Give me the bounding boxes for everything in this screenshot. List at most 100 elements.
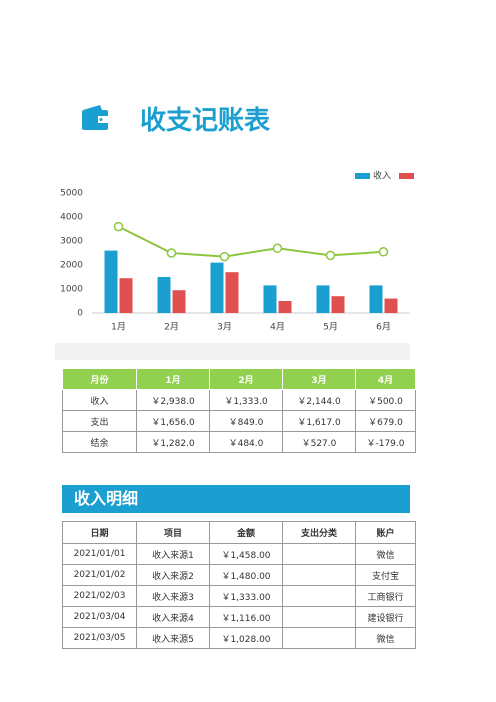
- cell: [282, 543, 356, 565]
- y-tick-label: 1000: [60, 285, 83, 295]
- bar: [172, 290, 186, 313]
- cell: ￥1,028.00: [209, 627, 283, 649]
- cell: ￥2,144.0: [282, 389, 356, 411]
- cell: ￥849.0: [209, 410, 283, 432]
- x-tick-label: 6月: [376, 322, 391, 333]
- line-point: [272, 243, 283, 253]
- x-tick-label: 1月: [111, 322, 126, 333]
- cell: ￥679.0: [355, 410, 416, 432]
- cell: 结余: [62, 431, 137, 453]
- cell: ￥527.0: [282, 431, 356, 453]
- detail-table: 日期 项目 金额 支出分类 账户 2021/01/01 收入来源1 ￥1,458.00 微信 20…: [62, 521, 416, 649]
- cell: ￥2,938.0: [136, 389, 210, 411]
- cell: ￥1,480.00: [209, 564, 283, 586]
- row: 结余 ￥1,282.0 ￥484.0 ￥527.0 ￥-179.0: [62, 431, 416, 453]
- header-row: 日期 项目 金额 支出分类 账户: [62, 521, 416, 544]
- cell: 微信: [355, 627, 416, 649]
- bar: [316, 285, 330, 313]
- line-point: [113, 221, 124, 232]
- row: 2021/01/02 收入来源2 ￥1,480.00 支付宝: [62, 564, 416, 586]
- y-tick-label: 0: [77, 309, 83, 319]
- section-title: 收入明细: [62, 485, 410, 513]
- cell: [282, 606, 356, 628]
- line-point: [166, 248, 177, 258]
- y-tick-label: 2000: [60, 261, 83, 271]
- cell: [282, 627, 356, 649]
- cell: 2021/03/05: [62, 627, 137, 649]
- cell: ￥1,617.0: [282, 410, 356, 432]
- cell: ￥-179.0: [355, 431, 416, 453]
- cell: 微信: [355, 543, 416, 565]
- bar: [225, 272, 239, 313]
- row: 2021/03/05 收入来源5 ￥1,028.00 微信: [62, 627, 416, 649]
- bar: [210, 262, 224, 313]
- cell: ￥484.0: [209, 431, 283, 453]
- cell: 收入来源3: [136, 585, 210, 607]
- cell: ￥1,656.0: [136, 410, 210, 432]
- header-row: 月份 1月 2月 3月 4月: [62, 368, 416, 390]
- header-cell: 账户: [355, 521, 416, 544]
- y-tick-label: 4000: [60, 213, 83, 223]
- cell: ￥1,116.00: [209, 606, 283, 628]
- summary-table: 月份 1月 2月 3月 4月 收入 ￥2,938.0 ￥1,333.0 ￥2,144.0 ￥500…: [62, 368, 416, 453]
- row: 2021/01/01 收入来源1 ￥1,458.00 微信: [62, 543, 416, 565]
- title: 收支记账表: [140, 106, 271, 136]
- x-tick-label: 4月: [270, 322, 285, 333]
- x-tick-label: 5月: [323, 322, 338, 333]
- y-tick-label: 3000: [60, 237, 83, 247]
- bar: [278, 301, 292, 313]
- bar: [369, 285, 383, 313]
- row: 2021/03/04 收入来源4 ￥1,116.00 建设银行: [62, 606, 416, 628]
- cell: 2021/02/03: [62, 585, 137, 607]
- row: 收入 ￥2,938.0 ￥1,333.0 ￥2,144.0 ￥500.0: [62, 389, 416, 411]
- y-tick-label: 5000: [60, 189, 83, 199]
- bar: [104, 250, 118, 313]
- cell: ￥1,333.00: [209, 585, 283, 607]
- x-tick-label: 2月: [164, 322, 179, 333]
- cell: 收入来源2: [136, 564, 210, 586]
- cell: 2021/01/02: [62, 564, 137, 586]
- cell: 工商银行: [355, 585, 416, 607]
- cell: ￥500.0: [355, 389, 416, 411]
- legend-swatch: [355, 173, 370, 179]
- cell: ￥1,282.0: [136, 431, 210, 453]
- cell: ￥1,333.0: [209, 389, 283, 411]
- header-cell: 2月: [209, 368, 283, 390]
- cell: 2021/03/04: [62, 606, 137, 628]
- header-cell: 3月: [282, 368, 356, 390]
- cell: 建设银行: [355, 606, 416, 628]
- bar: [157, 277, 171, 313]
- cell: 收入: [62, 389, 137, 411]
- line-point: [219, 251, 230, 262]
- header-cell: 4月: [355, 368, 416, 390]
- x-tick-label: 3月: [217, 322, 232, 333]
- line: [118, 225, 384, 258]
- bar: [263, 285, 277, 313]
- line-point: [325, 250, 336, 261]
- cell: 收入来源5: [136, 627, 210, 649]
- cell: 支付宝: [355, 564, 416, 586]
- legend-swatch: [399, 173, 414, 179]
- cell: 收入来源1: [136, 543, 210, 565]
- cell: [282, 585, 356, 607]
- header-cell: 日期: [62, 521, 137, 544]
- row: 2021/02/03 收入来源3 ￥1,333.00 工商银行: [62, 585, 416, 607]
- wallet-icon: [82, 105, 108, 130]
- divider-band: [55, 343, 410, 360]
- cell: 支出: [62, 410, 137, 432]
- bar: [331, 296, 345, 313]
- row: 支出 ￥1,656.0 ￥849.0 ￥1,617.0 ￥679.0: [62, 410, 416, 432]
- bar: [119, 278, 133, 313]
- cell: 收入来源4: [136, 606, 210, 628]
- header-cell: 金额: [209, 521, 283, 544]
- cell: 2021/01/01: [62, 543, 137, 565]
- header-cell: 支出分类: [282, 521, 356, 544]
- bar: [384, 298, 398, 313]
- line-point: [378, 247, 389, 257]
- chart: 0 1000 2000 3000 4000 5000 1月 2月 3月 4月 5月 6月 收入: [60, 170, 414, 333]
- header-cell: 月份: [62, 368, 137, 390]
- header-cell: 项目: [136, 521, 210, 544]
- cell: ￥1,458.00: [209, 543, 283, 565]
- legend-label: 收入: [373, 170, 391, 182]
